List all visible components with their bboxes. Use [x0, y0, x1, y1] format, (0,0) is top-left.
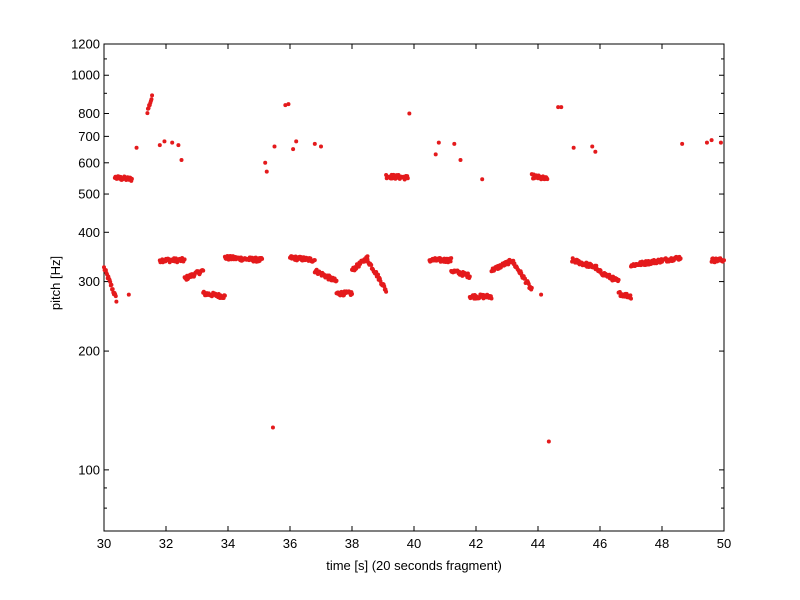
data-point — [376, 272, 381, 277]
y-tick-label: 300 — [78, 274, 100, 289]
data-point — [149, 97, 154, 102]
y-tick-label: 200 — [78, 344, 100, 359]
x-tick-label: 36 — [283, 536, 297, 551]
data-point — [680, 141, 685, 146]
data-point — [465, 271, 470, 276]
data-point — [110, 287, 115, 292]
data-point — [150, 93, 155, 98]
data-point — [545, 177, 550, 182]
data-point — [704, 140, 709, 145]
y-tick-label: 100 — [78, 462, 100, 477]
x-tick-label: 30 — [97, 536, 111, 551]
x-tick-label: 38 — [345, 536, 359, 551]
x-tick-label: 48 — [655, 536, 669, 551]
data-point — [365, 254, 370, 259]
data-point — [384, 289, 389, 294]
y-tick-label: 800 — [78, 106, 100, 121]
x-tick-label: 32 — [159, 536, 173, 551]
data-point — [264, 169, 269, 174]
y-tick-label: 400 — [78, 225, 100, 240]
data-point — [176, 143, 181, 148]
data-point — [405, 176, 410, 181]
data-point — [458, 157, 463, 162]
data-point — [272, 144, 277, 149]
x-tick-label: 40 — [407, 536, 421, 551]
data-point — [489, 296, 494, 301]
data-point — [283, 103, 288, 108]
data-point — [628, 293, 633, 298]
data-point — [594, 263, 599, 268]
data-point — [529, 285, 534, 290]
data-point — [170, 140, 175, 145]
x-axis-label: time [s] (20 seconds fragment) — [326, 558, 502, 573]
data-point — [129, 176, 134, 181]
data-point — [270, 425, 275, 430]
data-point — [556, 105, 561, 110]
data-point — [334, 278, 339, 283]
data-point — [722, 258, 726, 263]
data-point — [294, 139, 299, 144]
y-tick-label: 700 — [78, 129, 100, 144]
data-point — [291, 147, 296, 152]
data-point — [593, 149, 598, 154]
data-point — [616, 277, 621, 282]
x-tick-label: 42 — [469, 536, 483, 551]
data-point — [312, 141, 317, 146]
data-point — [539, 292, 544, 297]
data-point — [319, 144, 323, 149]
data-point — [382, 284, 387, 289]
data-point — [201, 268, 206, 273]
x-tick-label: 44 — [531, 536, 545, 551]
data-point — [369, 263, 374, 268]
data-point — [286, 102, 291, 107]
data-point — [260, 256, 265, 261]
data-point — [718, 140, 723, 145]
y-tick-label: 500 — [78, 187, 100, 202]
data-point — [113, 294, 118, 299]
data-point — [452, 141, 457, 146]
data-points — [102, 93, 726, 444]
data-point — [312, 258, 317, 263]
y-tick-label: 600 — [78, 155, 100, 170]
data-point — [571, 145, 576, 150]
data-point — [480, 177, 485, 182]
data-point — [378, 279, 383, 284]
data-point — [146, 106, 151, 111]
axes: 30 32 34 36 38 40 42 44 46 48 50 100 200 300 400 500 600… — [71, 37, 731, 552]
data-point — [407, 111, 412, 116]
data-point — [182, 257, 187, 262]
data-point — [436, 140, 441, 145]
data-point — [590, 144, 595, 149]
data-point — [546, 439, 551, 444]
data-point — [433, 152, 438, 157]
data-point — [467, 274, 472, 279]
plot-frame — [103, 43, 725, 532]
y-tick-label: 1000 — [71, 68, 100, 83]
data-point — [449, 256, 454, 261]
x-tick-label: 50 — [717, 536, 731, 551]
data-point — [448, 259, 453, 264]
data-point — [678, 256, 683, 261]
y-axis-label: pitch [Hz] — [48, 256, 63, 310]
data-point — [263, 160, 268, 165]
data-point — [522, 276, 527, 281]
data-point — [559, 105, 564, 110]
data-point — [629, 296, 633, 301]
data-point — [145, 111, 150, 116]
data-point — [114, 299, 119, 304]
data-point — [350, 292, 354, 297]
data-point — [709, 138, 714, 143]
data-point — [179, 157, 184, 162]
x-tick-label: 46 — [593, 536, 607, 551]
data-point — [222, 293, 227, 298]
data-point — [126, 292, 131, 297]
data-point — [157, 143, 162, 148]
y-tick-label: 1200 — [71, 37, 100, 52]
data-point — [162, 139, 167, 144]
x-tick-label: 34 — [221, 536, 235, 551]
data-point — [109, 282, 114, 287]
data-point — [134, 145, 139, 150]
